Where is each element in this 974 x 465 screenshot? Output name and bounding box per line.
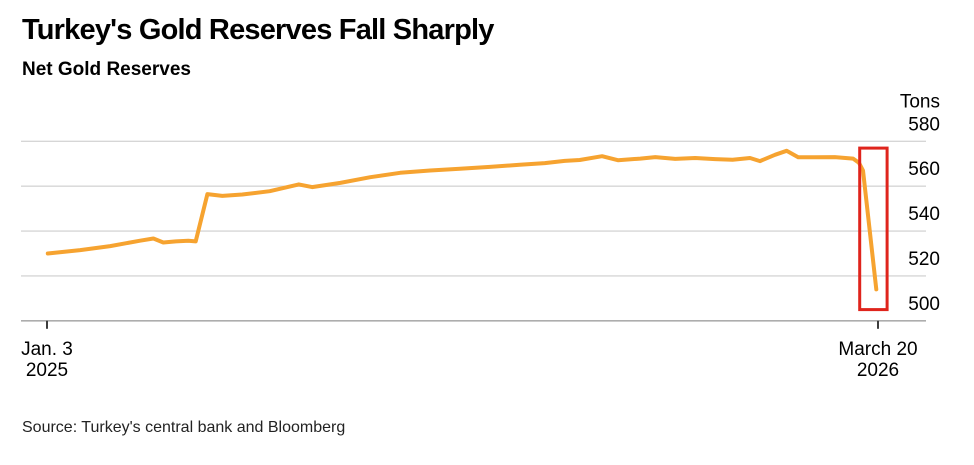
y-axis-tick-label: 560 [908,159,940,180]
y-axis-tick-label: 500 [908,294,940,315]
chart-title: Turkey's Gold Reserves Fall Sharply [22,14,494,46]
x-axis-tick-label-line2: 2025 [26,360,68,381]
y-axis-tick-label: 580 [908,114,940,135]
y-axis-tick-label: 520 [908,249,940,270]
y-axis-unit-label: Tons [900,91,940,112]
x-axis-tick-label-line1: March 20 [838,339,917,360]
chart-subtitle: Net Gold Reserves [22,59,191,80]
source-note: Source: Turkey's central bank and Bloomb… [22,419,346,436]
x-axis-tick-label-line1: Jan. 3 [21,339,73,360]
drop-highlight-box [858,146,889,312]
x-axis-tick-label-line2: 2026 [857,360,899,381]
reserves-line [45,148,879,292]
y-axis-tick-label: 540 [908,204,940,225]
